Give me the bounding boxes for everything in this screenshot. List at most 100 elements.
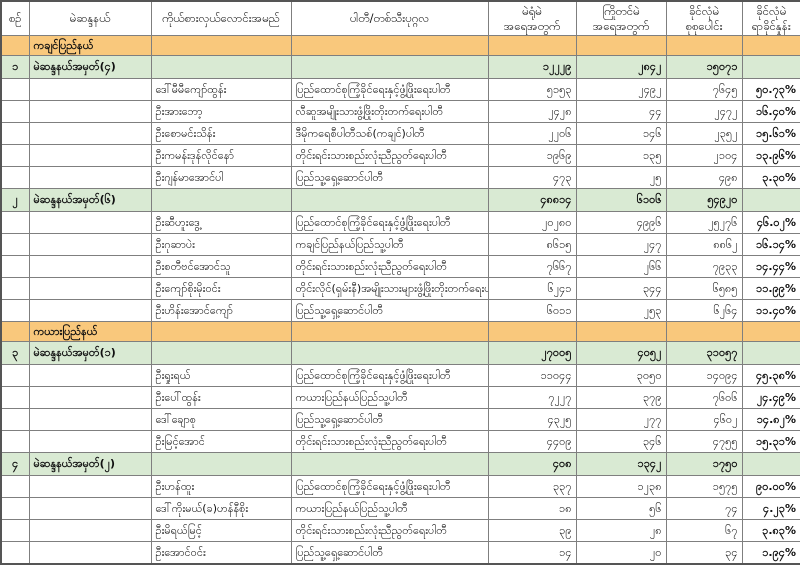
advance-votes-cell: ၂၅ <box>575 166 667 189</box>
booth-votes-cell: ၅၁၅၃ <box>487 78 577 101</box>
percentage-cell: ၁၅.၆၁% <box>741 122 800 145</box>
serial-cell <box>0 475 30 498</box>
candidate-name-cell: ဦးစတီဗင်အောင်သူ <box>150 255 292 278</box>
advance-votes-cell: ၁၄၆ <box>575 122 667 145</box>
advance-votes-cell: ၂၇၇ <box>575 408 667 431</box>
serial-cell <box>0 321 30 342</box>
valid-votes-cell <box>665 35 743 56</box>
party-cell: ဒီမိုကရေစီပါတီသစ်(ကချင်)ပါတီ <box>290 122 489 145</box>
serial-cell <box>0 430 30 453</box>
serial-cell <box>0 35 30 56</box>
candidate-row: ဦးအောင်ဝင်း ပြည်သူ့ရှေ့ဆောင်ပါတီ ၁၄ ၂၀ ၃၄ ၁.၉… <box>0 541 800 565</box>
percentage-cell: ၄၅.၃၈% <box>741 364 800 387</box>
candidate-name-cell <box>150 188 292 212</box>
constituency-cell <box>28 408 152 431</box>
serial-cell <box>0 144 30 167</box>
constituency-cell <box>28 211 152 234</box>
booth-votes-cell: ၂၀၂၈၀ <box>487 211 577 234</box>
serial-cell <box>0 386 30 409</box>
candidate-name-cell: ဦးစောမင်းသိန်း <box>150 122 292 145</box>
constituency-cell <box>28 122 152 145</box>
constituency-cell <box>28 233 152 256</box>
advance-votes-cell: ၁၃၄၂ <box>575 452 667 476</box>
constituency-cell <box>28 78 152 101</box>
constituency-cell: မဲဆန္ဒနယ်အမှတ်(၄) <box>28 55 152 79</box>
valid-votes-cell: ၁၅၀၇၁ <box>665 55 743 79</box>
booth-votes-cell: ၄၄၀၉ <box>487 430 577 453</box>
constituency-total-row: ၂မဲဆန္ဒနယ်အမှတ်(၆) ၄၈၈၁၄ ၆၁၀၆ ၅၄၉၂၀ <box>0 188 800 212</box>
constituency-total-row: ၁မဲဆန္ဒနယ်အမှတ်(၄) ၁၂၂၂၉ ၂၈၄၂ ၁၅၀၇၁ <box>0 55 800 79</box>
valid-votes-cell: ၂၁၀၄ <box>665 144 743 167</box>
percentage-cell: ၁၆.၄၀% <box>741 100 800 123</box>
advance-votes-cell: ၄၀၅၂ <box>575 341 667 365</box>
candidate-row: ဦးကျော်စိုးမိုးဝင်း တိုင်းလိုင်(ရှမ်းနီ)အ… <box>0 277 800 300</box>
party-cell: တိုင်းလိုင်(ရှမ်းနီ)အမျိုးသားများဖွံ့ဖြိ… <box>290 277 489 300</box>
percentage-cell: ၄.၂၃% <box>741 497 800 520</box>
header-party: ပါတီ/တစ်သီးပုဂ္ဂလ <box>290 0 489 36</box>
booth-votes-cell: ၄၃၂၅ <box>487 408 577 431</box>
booth-votes-cell: ၃၃၇ <box>487 475 577 498</box>
header-candidate-name: ကိုယ်စားလှယ်လောင်းအမည် <box>150 0 292 36</box>
candidate-row: ဦးဂျန်မာအောင်ပါ ပြည်သူ့ရှေ့ဆောင်ပါတီ ၄၇၃ ၂၅… <box>0 166 800 189</box>
advance-votes-cell: ၂၈၄၂ <box>575 55 667 79</box>
percentage-cell <box>741 55 800 79</box>
candidate-name-cell: ဦးဟိန်းအောင်ကျော် <box>150 299 292 322</box>
candidate-row: ဦးဂုဆာပဲး ကချင်ပြည်နယ်ပြည်သူ့ပါတီ ၈၆၁၅ ၂၄၇၈… <box>0 233 800 256</box>
booth-votes-cell: ၆၀၁၁ <box>487 299 577 322</box>
booth-votes-cell: ၂၄၂၈ <box>487 100 577 123</box>
constituency-cell <box>28 430 152 453</box>
booth-votes-cell: ၂၂၀၆ <box>487 122 577 145</box>
serial-cell <box>0 541 30 565</box>
candidate-name-cell: ဦးမိရယ်မြင့် <box>150 519 292 542</box>
booth-votes-cell <box>487 321 577 342</box>
candidate-name-cell <box>150 321 292 342</box>
header-valid-votes-total: ခိုင်လုံမဲ စုစုပေါင်း <box>665 0 743 36</box>
percentage-cell: ၁၄.၈၂% <box>741 408 800 431</box>
candidate-name-cell: ဦးဆီဟူးဒွေ့ <box>150 211 292 234</box>
candidate-row: ဦးမြင့်အောင် တိုင်းရင်းသားစည်းလုံးညီညွတ်ရ… <box>0 430 800 453</box>
booth-votes-cell: ၆၂၄၁ <box>487 277 577 300</box>
state-name-cell: ကယားပြည်နယ် <box>28 321 152 342</box>
valid-votes-cell: ၃၄ <box>665 541 743 565</box>
candidate-name-cell: ဦးဂျန်မာအောင်ပါ <box>150 166 292 189</box>
candidate-row: ဦးစောမင်းသိန်း ဒီမိုကရေစီပါတီသစ်(ကချင်)ပါ… <box>0 122 800 145</box>
constituency-cell <box>28 519 152 542</box>
candidate-row: ဦးမိရယ်မြင့် တိုင်းရင်းသားစည်းလုံးညီညွတ်ရ… <box>0 519 800 542</box>
candidate-name-cell <box>150 35 292 56</box>
constituency-cell <box>28 166 152 189</box>
state-header-row: ကချင်ပြည်နယ် <box>0 35 800 56</box>
party-cell: ကချင်ပြည်နယ်ပြည်သူ့ပါတီ <box>290 233 489 256</box>
booth-votes-cell: ၇၂၂၇ <box>487 386 577 409</box>
valid-votes-cell: ၇၆၄၅ <box>665 78 743 101</box>
valid-votes-cell: ၂၄၇၂ <box>665 100 743 123</box>
booth-votes-cell <box>487 35 577 56</box>
percentage-cell: ၅၀.၇၃% <box>741 78 800 101</box>
party-cell: ပြည်ထောင်စုကြံ့ခိုင်ရေးနှင့်ဖွံ့ဖြိုးရေး… <box>290 475 489 498</box>
serial-cell <box>0 497 30 520</box>
candidate-name-cell: ဒေါ်ကိုးမယ်(ခ)ဟန်နီစိုး <box>150 497 292 520</box>
candidate-name-cell: ဒေါ်ချောစု <box>150 408 292 431</box>
booth-votes-cell: ၁၉၆၉ <box>487 144 577 167</box>
valid-votes-cell: ၂၅၂၇၆ <box>665 211 743 234</box>
header-row: စဉ် မဲဆန္ဒနယ် ကိုယ်စားလှယ်လောင်းအမည် ပါတ… <box>0 0 800 36</box>
party-cell <box>290 35 489 56</box>
constituency-cell <box>28 541 152 565</box>
serial-cell: ၄ <box>0 452 30 476</box>
constituency-cell <box>28 364 152 387</box>
header-booth-votes: မဲရုံမဲ အရေအတွက် <box>487 0 577 36</box>
valid-votes-cell: ၁၅၇၅ <box>665 475 743 498</box>
candidate-row: ဦးရှုးရယ် ပြည်ထောင်စုကြံ့ခိုင်ရေးနှင့်ဖွံ… <box>0 364 800 387</box>
serial-cell <box>0 408 30 431</box>
advance-votes-cell <box>575 321 667 342</box>
percentage-cell <box>741 341 800 365</box>
candidate-name-cell: ဦးကျော်စိုးမိုးဝင်း <box>150 277 292 300</box>
party-cell: လီဆူအမျိုးသားဖွံ့ဖြိုးတိုးတက်ရေးပါတီ <box>290 100 489 123</box>
valid-votes-cell: ၆၇ <box>665 519 743 542</box>
candidate-row: ဦးဟန်ထူး ပြည်ထောင်စုကြံ့ခိုင်ရေးနှင့်ဖွံ့… <box>0 475 800 498</box>
valid-votes-cell: ၂၃၅၂ <box>665 122 743 145</box>
percentage-cell: ၂၄.၄၉% <box>741 386 800 409</box>
constituency-cell <box>28 386 152 409</box>
candidate-row: ဦးစတီဗင်အောင်သူ တိုင်းရင်းသားစည်းလုံးညီညွ… <box>0 255 800 278</box>
valid-votes-cell: ၆၂၆၄ <box>665 299 743 322</box>
